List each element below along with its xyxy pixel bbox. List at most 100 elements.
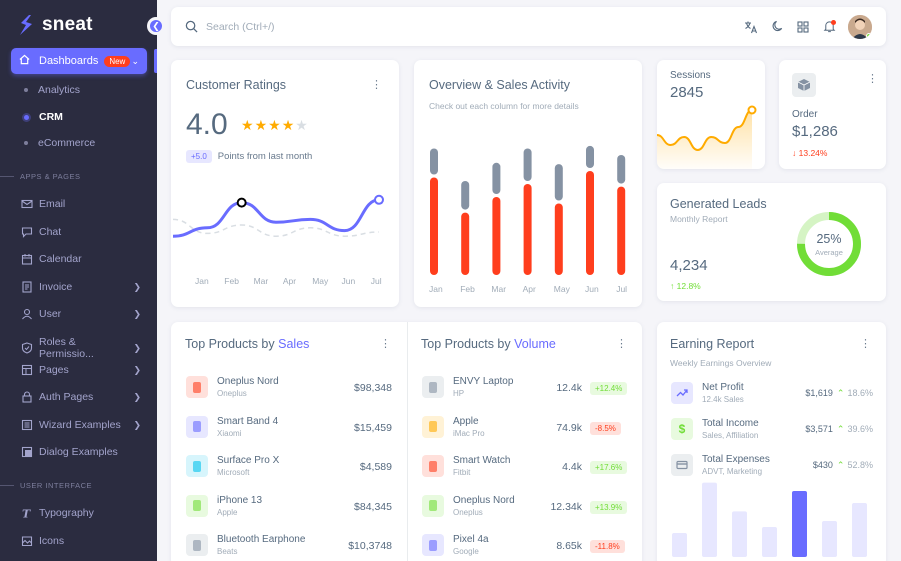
product-icon	[422, 534, 444, 556]
more-vertical-icon[interactable]: ⋮	[616, 338, 627, 350]
sidebar-subitem-analytics[interactable]: Analytics	[24, 84, 80, 96]
axis-label: Jan	[195, 276, 209, 286]
earning-value: $430 ⌃ 52.8%	[812, 459, 873, 470]
chevron-down-icon: ⌄	[131, 55, 139, 66]
axis-label: Mar	[491, 284, 507, 294]
star-filled-icon: ★	[281, 117, 295, 133]
list-item: Bluetooth Earphone Beats	[186, 534, 305, 556]
more-vertical-icon[interactable]: ⋮	[860, 338, 871, 350]
notification-dot	[831, 19, 836, 25]
sneat-logo-icon	[20, 15, 32, 35]
avatar[interactable]	[848, 14, 872, 39]
product-value: 4.4k	[562, 461, 582, 473]
sidebar-item-label: Icons	[39, 535, 65, 547]
list-item: Smart Watch Fitbit	[422, 455, 510, 477]
earning-bar	[792, 491, 807, 557]
earning-name: Total Expenses	[702, 454, 770, 465]
search-input[interactable]	[206, 20, 506, 33]
sidebar-item-calendar[interactable]: Calendar	[21, 253, 141, 265]
sessions-point-marker	[747, 105, 757, 115]
collapse-sidebar-button[interactable]: ❮	[147, 17, 165, 35]
top-sales-title: Top Products by Sales	[185, 337, 310, 351]
axis-label: Mar	[253, 276, 269, 286]
chevron-up-icon: ⌃	[836, 423, 845, 434]
sidebar-item-email[interactable]: Email	[21, 198, 141, 210]
sessions-value: 2845	[670, 84, 704, 101]
divider	[407, 322, 408, 561]
product-icon	[422, 455, 444, 477]
overview-bar-secondary	[523, 148, 532, 181]
sidebar-item-user[interactable]: User ❯	[21, 308, 141, 320]
product-icon	[186, 455, 208, 477]
order-change: ↓ 13.24%	[792, 148, 828, 158]
axis-label: Feb	[224, 276, 239, 286]
brand[interactable]: sneat	[18, 14, 93, 36]
list-item: iPhone 13 Apple	[186, 494, 262, 517]
search-icon	[185, 20, 198, 33]
sidebar-item-roles-permissio[interactable]: Roles & Permissio... ❯	[21, 336, 141, 360]
card-title: Generated Leads	[670, 197, 767, 211]
overview-bar-primary	[492, 197, 501, 275]
sidebar-item-pages[interactable]: Pages ❯	[21, 364, 141, 376]
order-card: ⋮ Order $1,286 ↓ 13.24%	[779, 60, 886, 169]
pages-icon	[21, 364, 33, 376]
sidebar-item-dashboards[interactable]: Dashboards New ⌄	[11, 48, 147, 74]
lock-icon	[21, 391, 33, 403]
more-vertical-icon[interactable]: ⋮	[867, 73, 878, 85]
overview-bar-primary	[523, 184, 532, 275]
overview-bar-secondary	[617, 155, 626, 184]
earning-desc: ADVT, Marketing	[702, 467, 763, 476]
product-brand: Beats	[217, 547, 238, 556]
arrow-up-icon: ↑	[670, 281, 675, 291]
grid-icon[interactable]	[796, 20, 810, 34]
rating-change-badge: +5.0	[186, 150, 212, 163]
product-icon	[186, 534, 208, 556]
more-vertical-icon[interactable]: ⋮	[371, 79, 382, 91]
sidebar-item-wizard-examples[interactable]: Wizard Examples ❯	[21, 419, 141, 431]
axis-label: Apr	[282, 276, 297, 286]
ratings-series-current	[172, 198, 380, 238]
product-brand: iMac Pro	[453, 428, 485, 438]
product-name: Oneplus Nord	[453, 494, 515, 506]
sidebar-item-invoice[interactable]: Invoice ❯	[21, 281, 141, 293]
axis-label: May	[553, 284, 570, 294]
change-chip: -11.8%	[590, 540, 625, 553]
rating-stars: ★ ★ ★ ★ ★	[241, 117, 308, 134]
moon-icon[interactable]	[770, 20, 784, 34]
sidebar-item-typography[interactable]: T Typography	[21, 507, 141, 519]
overview-bar-secondary	[492, 162, 501, 194]
mail-icon	[21, 198, 33, 210]
card-icon	[671, 454, 693, 476]
more-vertical-icon[interactable]: ⋮	[380, 338, 391, 350]
list-item: Pixel 4a Google	[422, 534, 489, 556]
axis-label: Feb	[460, 284, 475, 294]
translate-icon[interactable]	[744, 20, 758, 34]
product-value: 12.4k	[556, 382, 582, 394]
card-subtitle: Monthly Report	[670, 214, 728, 224]
sessions-line	[657, 109, 753, 152]
sidebar-item-icons[interactable]: Icons	[21, 535, 141, 547]
bullet-icon	[24, 88, 28, 92]
cube-icon	[792, 73, 816, 97]
earning-desc: Sales, Affiliation	[702, 431, 759, 440]
product-value: $10,3748	[348, 540, 392, 552]
sidebar-subitem-label: Analytics	[38, 84, 81, 96]
sessions-card: Sessions 2845	[657, 60, 765, 169]
bell-icon[interactable]	[822, 19, 836, 34]
earning-bar	[762, 527, 777, 557]
sidebar-item-auth-pages[interactable]: Auth Pages ❯	[21, 391, 141, 403]
change-chip: -8.5%	[590, 421, 621, 435]
ratings-series-previous	[172, 218, 380, 237]
sidebar-item-chat[interactable]: Chat	[21, 226, 141, 238]
sidebar-item-dialog-examples[interactable]: Dialog Examples	[21, 446, 141, 458]
sidebar-item-label: Wizard Examples	[39, 419, 121, 431]
overview-bar-primary	[554, 203, 563, 275]
list-item: ENVY Laptop HP	[422, 376, 513, 398]
ratings-line-chart	[172, 194, 384, 238]
product-brand: Apple	[217, 507, 238, 517]
list-item: Surface Pro X Microsoft	[186, 455, 279, 477]
dollar-icon: $	[671, 418, 693, 440]
generated-leads-card: Generated Leads Monthly Report 4,234 ↑ 1…	[657, 183, 886, 301]
sidebar-subitem-ecommerce[interactable]: eCommerce	[24, 137, 95, 149]
sidebar-subitem-crm[interactable]: CRM	[24, 111, 63, 123]
